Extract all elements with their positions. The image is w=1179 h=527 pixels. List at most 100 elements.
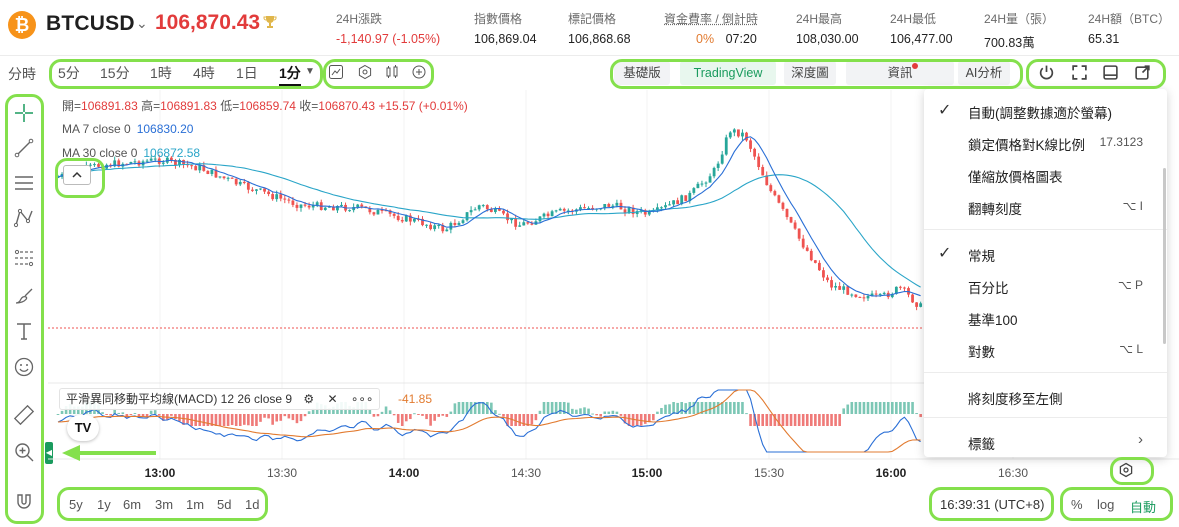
macd-bar <box>105 414 108 415</box>
chart-type-icon[interactable] <box>328 64 344 83</box>
interval-5m[interactable]: 5分 <box>58 65 80 81</box>
interval-1m[interactable]: 1分 <box>279 63 301 86</box>
ma7-legend[interactable]: MA 7 close 0 106830.20 <box>62 122 193 136</box>
macd-bar <box>737 402 740 414</box>
more-icon[interactable]: ∘∘∘ <box>350 392 374 406</box>
menu-item-logarithmic[interactable]: 對數 ⌥ L <box>924 335 1167 363</box>
tradingview-logo[interactable]: TV <box>67 415 99 441</box>
layout-icon[interactable] <box>1102 64 1119 84</box>
macd-bar <box>753 414 756 426</box>
macd-bar <box>567 402 570 414</box>
stat-value: 108,030.00 <box>796 32 859 46</box>
candle <box>579 207 582 210</box>
menu-item-auto[interactable]: ✓ 自動(調整數據適於螢幕) <box>924 96 1167 124</box>
macd-bar <box>113 408 116 414</box>
gear-icon[interactable]: ⚙ <box>303 392 315 406</box>
stat-funding-rate[interactable]: 資金費率 / 倒計時 0% 07:20 <box>664 10 758 46</box>
share-icon[interactable] <box>1134 64 1151 84</box>
candle <box>255 189 258 191</box>
fib-retracement-icon[interactable] <box>9 245 39 271</box>
low-value: 106859.74 <box>239 99 296 113</box>
auto-scale-button[interactable]: 自動 <box>1130 500 1157 515</box>
ruler-icon[interactable] <box>9 402 39 428</box>
tab-basic[interactable]: 基礎版 <box>614 61 670 85</box>
interval-15m[interactable]: 15分 <box>100 65 130 81</box>
candle <box>801 238 805 248</box>
macd-bar <box>498 413 501 415</box>
interval-dropdown-icon[interactable]: ▼ <box>305 66 315 77</box>
macd-bar <box>575 409 578 414</box>
tab-info[interactable]: 資訊 <box>846 61 954 85</box>
close-icon[interactable]: ✕ <box>327 392 338 406</box>
macd-bar <box>919 414 922 418</box>
tab-ai-analysis[interactable]: AI分析 <box>958 61 1010 85</box>
candle-style-icon[interactable] <box>384 64 400 83</box>
tab-depth[interactable]: 深度圖 <box>784 61 836 85</box>
candle <box>263 188 266 192</box>
ma30-legend[interactable]: MA 30 close 0 106872.58 <box>62 146 200 160</box>
candle <box>145 160 149 162</box>
collapse-legend-button[interactable] <box>63 165 91 185</box>
tab-tradingview[interactable]: TradingView <box>680 61 776 85</box>
range-5d[interactable]: 5d <box>217 497 232 512</box>
interval-4h[interactable]: 4時 <box>193 65 215 81</box>
interval-1h[interactable]: 1時 <box>150 65 172 81</box>
range-1y[interactable]: 1y <box>97 497 111 512</box>
symbol-selector[interactable]: BTCUSD <box>46 12 135 35</box>
macd-legend[interactable]: 平滑異同移動平均線(MACD) 12 26 close 9 ⚙ ✕ ∘∘∘ <box>59 388 381 410</box>
timeframe-label[interactable]: 分時 <box>8 66 36 82</box>
chevron-down-icon[interactable]: ⌄ <box>136 15 148 31</box>
text-icon[interactable] <box>9 318 39 344</box>
candle <box>554 210 558 212</box>
macd-bar <box>445 414 449 417</box>
menu-item-invert-scale[interactable]: 翻轉刻度 ⌥ I <box>924 192 1167 220</box>
emoji-icon[interactable] <box>9 354 39 380</box>
candle <box>890 293 894 298</box>
zoom-in-icon[interactable] <box>9 439 39 465</box>
range-1d[interactable]: 1d <box>245 497 260 512</box>
brush-icon[interactable] <box>9 283 39 309</box>
add-compare-icon[interactable] <box>411 64 427 83</box>
macd-bar <box>510 414 513 426</box>
candle <box>170 157 173 161</box>
menu-item-indexed-100[interactable]: 基準100 <box>924 303 1167 331</box>
candle <box>826 277 829 281</box>
range-3m[interactable]: 3m <box>155 497 174 512</box>
menu-item-scale-price-only[interactable]: 僅縮放價格圖表 <box>924 160 1167 188</box>
fullscreen-icon[interactable] <box>1071 64 1088 84</box>
candle <box>526 222 530 224</box>
indicators-icon[interactable] <box>357 64 373 83</box>
menu-item-label: 鎖定價格對K線比例 <box>968 138 1086 153</box>
candle <box>522 222 526 226</box>
range-5y[interactable]: 5y <box>69 497 83 512</box>
candle <box>469 210 473 213</box>
funding-countdown: 07:20 <box>725 32 757 46</box>
macd-bar <box>222 414 226 426</box>
trendline-icon[interactable] <box>9 135 39 161</box>
menu-scrollbar[interactable] <box>1163 168 1166 344</box>
candle <box>858 296 862 298</box>
range-1m[interactable]: 1m <box>186 497 205 512</box>
menu-item-percent[interactable]: 百分比 ⌥ P <box>924 271 1167 299</box>
timezone-clock[interactable]: 16:39:31 (UTC+8) <box>940 497 1045 512</box>
magnet-icon[interactable] <box>9 488 39 514</box>
candle <box>348 210 351 212</box>
range-6m[interactable]: 6m <box>123 497 142 512</box>
log-scale-button[interactable]: log <box>1097 497 1115 512</box>
macd-bar <box>141 414 145 417</box>
power-icon[interactable] <box>1038 64 1055 84</box>
crosshair-icon[interactable] <box>9 100 39 126</box>
menu-item-move-scale-left[interactable]: 將刻度移至左側 <box>924 382 1167 410</box>
menu-item-lock-ratio[interactable]: 鎖定價格對K線比例 17.3123 <box>924 128 1167 156</box>
axis-settings-icon[interactable] <box>1118 462 1134 482</box>
menu-item-labels[interactable]: 標籤 › <box>924 427 1167 455</box>
horizontal-lines-icon[interactable] <box>9 170 39 196</box>
candle <box>481 205 485 207</box>
toolbar-collapse-handle[interactable]: ◀ <box>45 442 53 464</box>
pattern-icon[interactable] <box>9 205 39 231</box>
trophy-icon[interactable] <box>262 14 278 35</box>
interval-1d[interactable]: 1日 <box>236 65 258 81</box>
menu-item-regular[interactable]: ✓ 常規 <box>924 239 1167 267</box>
percent-scale-button[interactable]: % <box>1071 497 1083 512</box>
